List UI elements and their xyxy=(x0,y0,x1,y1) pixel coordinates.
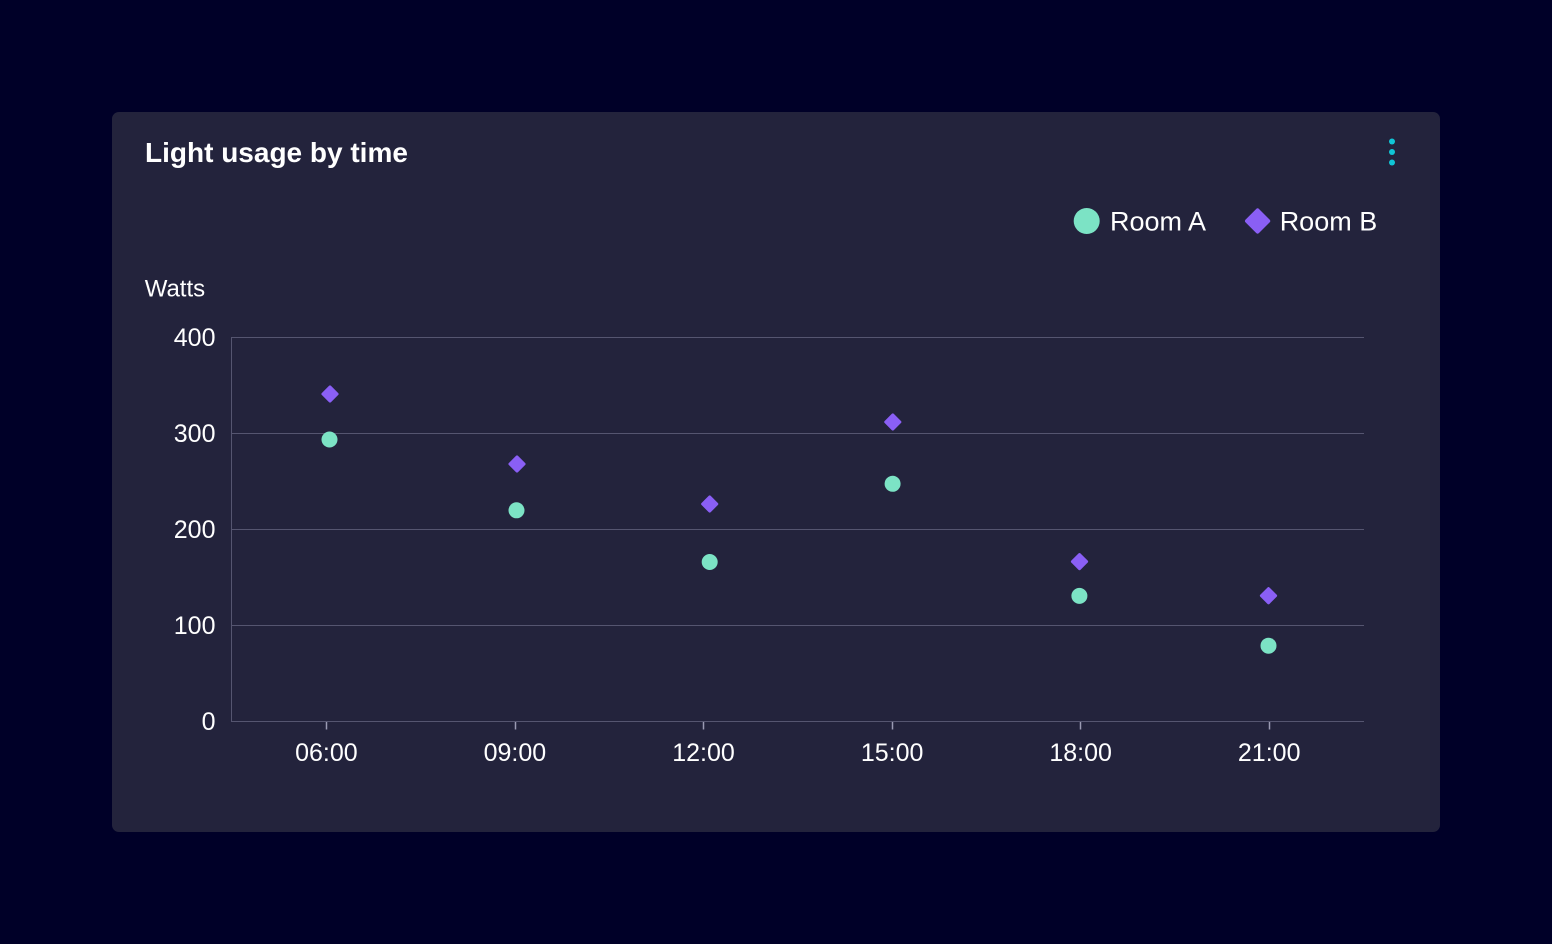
svg-text:12:00: 12:00 xyxy=(672,739,735,767)
svg-text:09:00: 09:00 xyxy=(484,739,547,767)
svg-text:100: 100 xyxy=(174,612,216,640)
svg-text:300: 300 xyxy=(174,420,216,448)
svg-text:18:00: 18:00 xyxy=(1049,739,1112,767)
svg-text:Room B: Room B xyxy=(1280,207,1378,237)
svg-text:0: 0 xyxy=(202,708,216,736)
svg-text:06:00: 06:00 xyxy=(295,739,358,767)
svg-text:Watts: Watts xyxy=(145,276,205,303)
svg-text:200: 200 xyxy=(174,516,216,544)
svg-text:400: 400 xyxy=(174,324,216,352)
svg-text:Room A: Room A xyxy=(1110,207,1206,237)
svg-text:15:00: 15:00 xyxy=(861,739,924,767)
svg-text:21:00: 21:00 xyxy=(1238,739,1301,767)
svg-text:Light usage by time: Light usage by time xyxy=(145,137,408,168)
